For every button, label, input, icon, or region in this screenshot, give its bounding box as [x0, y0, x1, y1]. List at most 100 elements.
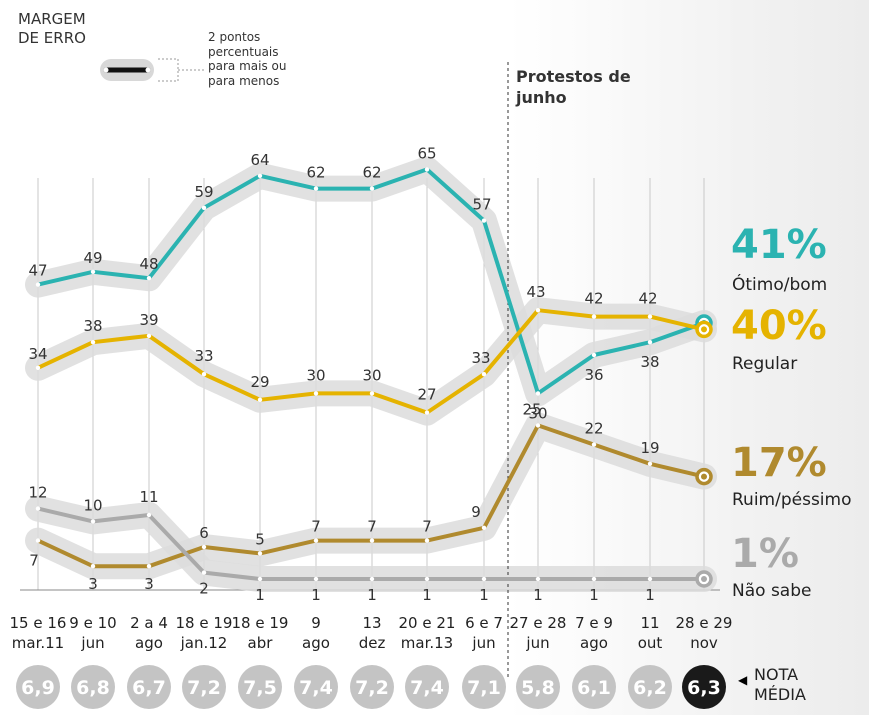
value-label: 11 — [139, 488, 158, 506]
nota-value: 7,2 — [355, 677, 389, 699]
x-tick-label: 9 e 10 — [69, 614, 116, 632]
data-point — [535, 423, 541, 428]
value-label: 1 — [533, 586, 543, 604]
legend-title-line2: DE ERRO — [18, 29, 86, 47]
value-label: 3 — [144, 575, 154, 593]
nota-value: 7,2 — [187, 677, 221, 699]
value-label: 30 — [528, 404, 547, 422]
data-point — [369, 576, 375, 582]
data-point — [647, 340, 653, 345]
nota-value: 6,8 — [76, 677, 110, 699]
nota-value: 6,1 — [577, 677, 611, 699]
value-label: 38 — [640, 353, 659, 371]
nota-value: 7,5 — [243, 677, 277, 699]
value-label: 39 — [139, 311, 158, 329]
value-label: 59 — [194, 183, 213, 201]
series-name-label: Ruim/péssimo — [732, 490, 851, 510]
legend-desc-line: percentuais — [208, 44, 279, 59]
nota-value: 6,7 — [132, 677, 166, 699]
data-point — [35, 365, 41, 370]
x-tick-label: ago — [580, 634, 608, 652]
nota-circle — [182, 665, 226, 709]
data-point — [313, 576, 319, 582]
legend-title-line1: MARGEM — [18, 10, 86, 28]
data-point — [35, 282, 41, 287]
nota-value: 5,8 — [521, 677, 555, 699]
series-name-label: Regular — [732, 354, 797, 374]
data-point — [146, 333, 152, 338]
data-point — [201, 205, 207, 210]
x-tick-label: mar.11 — [12, 634, 64, 652]
value-label: 62 — [362, 164, 381, 182]
value-label: 64 — [250, 151, 269, 169]
value-label: 1 — [645, 586, 655, 604]
x-tick-label: abr — [248, 634, 274, 652]
data-point — [313, 538, 319, 543]
value-label: 1 — [479, 586, 489, 604]
value-label: 7 — [311, 518, 321, 536]
x-tick-label: ago — [135, 634, 163, 652]
data-point — [591, 352, 597, 358]
x-tick-label: jun — [471, 634, 495, 652]
nota-circle — [572, 665, 616, 709]
left-triangle-icon: ◀ — [738, 673, 748, 687]
data-point — [481, 576, 487, 582]
x-tick-label: mar.13 — [401, 634, 453, 652]
nota-value: 6,2 — [633, 677, 667, 699]
data-point — [535, 308, 541, 313]
data-point — [201, 372, 207, 377]
value-label: 38 — [83, 317, 102, 335]
value-label: 5 — [255, 530, 265, 548]
value-label: 7 — [367, 518, 377, 536]
error-band-0 — [25, 156, 717, 407]
data-point — [481, 372, 487, 377]
value-label: 30 — [306, 366, 325, 384]
x-tick-label: 2 a 4 — [130, 614, 168, 632]
data-point — [481, 218, 487, 223]
nota-circle — [462, 665, 506, 709]
data-point — [201, 570, 207, 575]
value-label: 6 — [199, 524, 209, 542]
data-point — [481, 525, 487, 530]
x-tick-label: 11 — [640, 614, 659, 632]
value-label: 33 — [471, 349, 490, 367]
data-point — [90, 564, 96, 569]
data-point — [535, 391, 541, 396]
value-label: 1 — [422, 586, 432, 604]
data-point — [424, 538, 430, 543]
nota-circle — [628, 665, 672, 709]
value-label: 43 — [526, 283, 545, 301]
legend-desc-line: para menos — [208, 73, 280, 88]
x-tick-label: 6 e 7 — [465, 614, 503, 632]
nota-circle — [71, 665, 115, 709]
data-point — [313, 391, 319, 396]
legend-description: 2 pontos percentuais para mais ou para m… — [208, 30, 328, 88]
data-point — [424, 576, 430, 582]
x-tick-label: 7 e 9 — [575, 614, 613, 632]
x-tick-label: 13 — [362, 614, 381, 632]
x-tick-label: out — [638, 634, 663, 652]
data-point — [146, 564, 152, 569]
value-label: 48 — [139, 255, 158, 273]
x-tick-label: 18 e 19 — [232, 614, 289, 632]
value-label: 33 — [194, 347, 213, 365]
value-label: 42 — [584, 290, 603, 308]
nota-circle — [294, 665, 338, 709]
series-points — [35, 167, 713, 588]
x-tick-label: jun — [525, 634, 549, 652]
value-label: 1 — [311, 586, 321, 604]
protest-annotation: Protestos de junho — [516, 66, 631, 108]
data-point — [257, 173, 263, 178]
value-label: 47 — [28, 262, 47, 280]
data-point — [35, 538, 41, 543]
data-point — [647, 576, 653, 582]
series-name-label: Ótimo/bom — [732, 273, 827, 295]
data-point — [591, 442, 597, 447]
end-point-center — [701, 326, 707, 333]
data-point — [424, 167, 430, 172]
nota-value: 6,3 — [687, 677, 721, 699]
x-tick-label: 27 e 28 — [510, 614, 567, 632]
nota-circle — [405, 665, 449, 709]
